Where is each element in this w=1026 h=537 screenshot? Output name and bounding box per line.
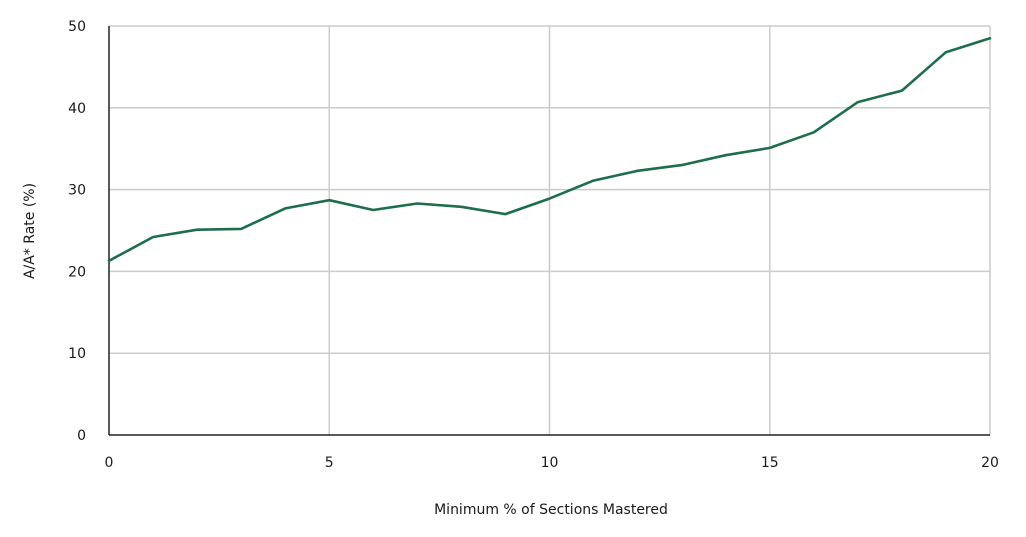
y-tick-label: 0 bbox=[77, 428, 86, 444]
x-tick-label: 5 bbox=[325, 455, 334, 471]
series-line bbox=[107, 36, 992, 263]
y-tick-label: 30 bbox=[68, 183, 86, 199]
y-axis-title: A/A* Rate (%) bbox=[22, 183, 38, 279]
tick-label-layer: 0 10 20 30 40 50 0 5 10 15 20 bbox=[68, 19, 999, 471]
y-tick-label: 40 bbox=[68, 101, 86, 117]
x-tick-label: 0 bbox=[105, 455, 114, 471]
x-tick-label: 10 bbox=[541, 455, 559, 471]
y-tick-label: 10 bbox=[68, 346, 86, 362]
x-tick-label: 20 bbox=[981, 455, 999, 471]
series-layer bbox=[107, 36, 992, 263]
y-tick-label: 20 bbox=[68, 264, 86, 280]
grid-layer bbox=[109, 25, 991, 435]
x-tick-label: 15 bbox=[761, 455, 779, 471]
x-axis-title: Minimum % of Sections Mastered bbox=[434, 502, 668, 518]
y-tick-label: 50 bbox=[68, 19, 86, 35]
axis-layer bbox=[108, 26, 990, 436]
